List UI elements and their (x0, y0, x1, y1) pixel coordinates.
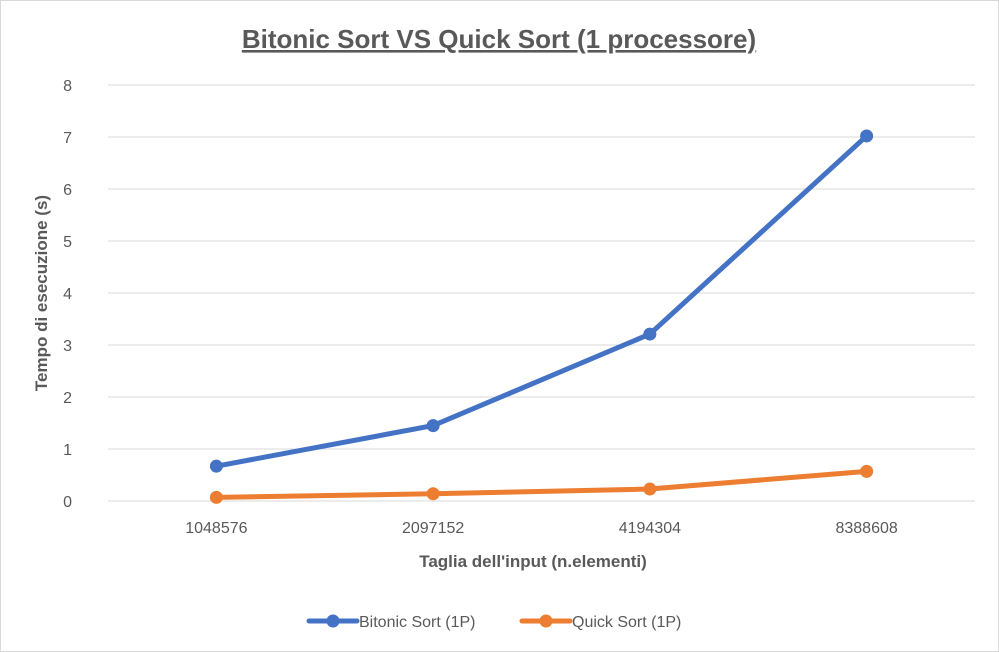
x-tick-labels: 1048576 2097152 4194304 8388608 (185, 520, 898, 537)
data-point (860, 464, 874, 478)
chart-title: Bitonic Sort VS Quick Sort (1 processore… (242, 24, 756, 54)
grid-lines (108, 84, 975, 502)
series-1 (209, 129, 874, 473)
x-tick-label: 1048576 (185, 520, 247, 537)
data-point (643, 327, 657, 341)
legend: Bitonic Sort (1P) Quick Sort (1P) (306, 614, 681, 631)
y-tick-label: 4 (63, 286, 72, 303)
y-tick-label: 1 (63, 442, 72, 459)
x-tick-label: 2097152 (402, 520, 464, 537)
legend-item: Bitonic Sort (1P) (306, 614, 475, 631)
y-tick-label: 2 (63, 390, 72, 407)
series-2 (209, 464, 874, 504)
y-tick-label: 8 (63, 78, 72, 95)
y-tick-labels: 0 1 2 3 4 5 6 7 8 (63, 78, 72, 511)
data-point (209, 490, 223, 504)
y-axis-title: Tempo di esecuzione (s) (32, 195, 51, 391)
x-axis-title: Taglia dell'input (n.elementi) (419, 552, 647, 571)
data-point (860, 129, 874, 143)
data-point (426, 487, 440, 501)
series-lines (209, 129, 874, 504)
y-tick-label: 5 (63, 234, 72, 251)
data-point (426, 419, 440, 433)
data-point (209, 459, 223, 473)
legend-label: Bitonic Sort (1P) (359, 614, 475, 631)
legend-label: Quick Sort (1P) (572, 614, 681, 631)
series-line (213, 468, 870, 500)
y-tick-label: 6 (63, 182, 72, 199)
y-tick-label: 3 (63, 338, 72, 355)
y-tick-label: 7 (63, 130, 72, 147)
data-point (643, 482, 657, 496)
x-tick-label: 4194304 (619, 520, 681, 537)
legend-swatch-marker (326, 614, 340, 628)
x-tick-label: 8388608 (835, 520, 897, 537)
legend-item: Quick Sort (1P) (519, 614, 681, 631)
legend-swatch-marker (539, 614, 553, 628)
y-tick-label: 0 (63, 494, 72, 511)
series-line (213, 133, 870, 469)
